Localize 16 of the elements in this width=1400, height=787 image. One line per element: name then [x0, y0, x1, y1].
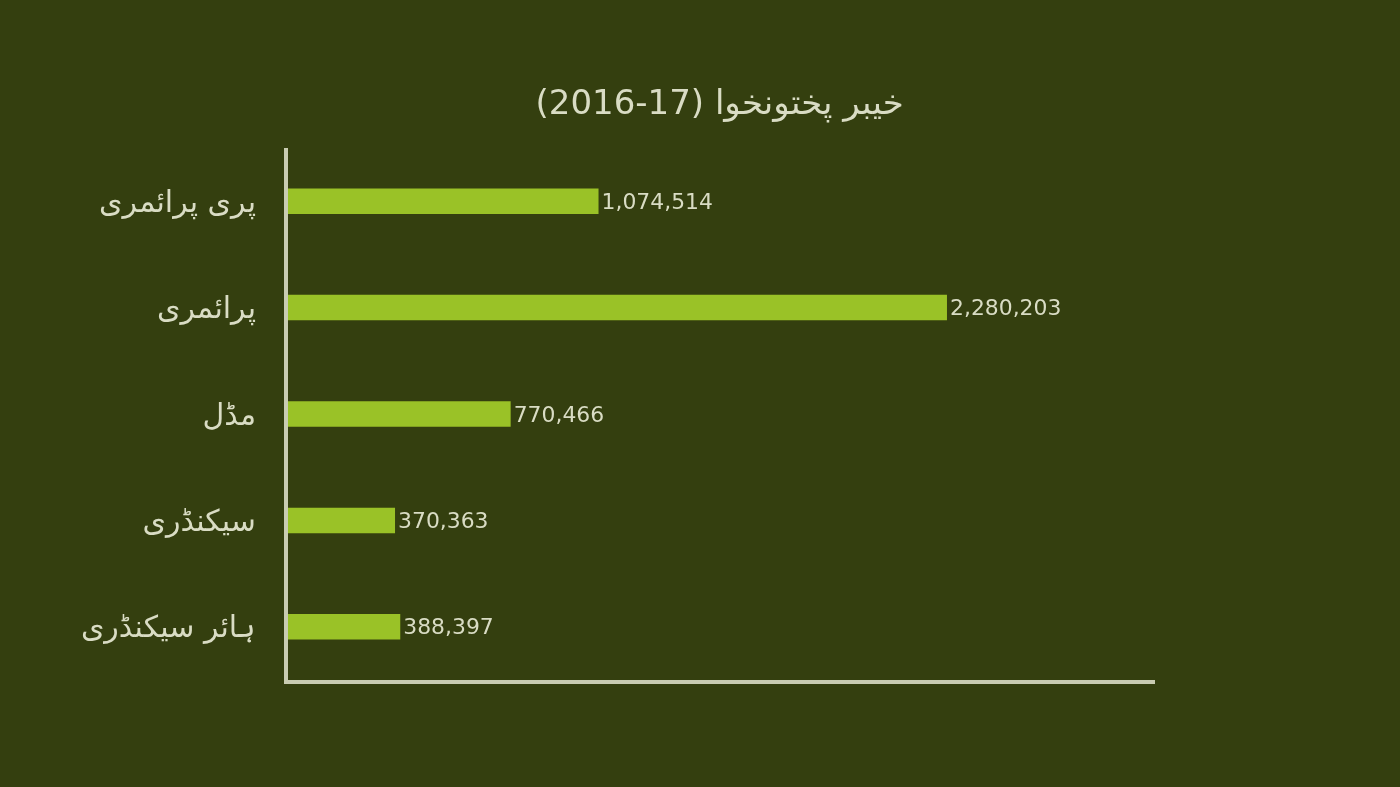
bar — [288, 507, 396, 534]
y-tick-label: پرائمری — [157, 290, 256, 327]
data-label: 388,397 — [403, 614, 494, 640]
bar — [288, 294, 947, 321]
y-tick-label: پری پرائمری — [99, 183, 256, 220]
data-label: 1,074,514 — [601, 188, 713, 214]
bar — [288, 614, 401, 640]
bar — [288, 401, 511, 427]
data-label: 2,280,203 — [950, 295, 1062, 321]
data-label: 770,466 — [513, 401, 605, 427]
y-tick-label: مڈل — [202, 396, 256, 432]
chart-title: خیبر پختونخوا (2016-17) — [535, 82, 904, 124]
bar — [288, 188, 599, 214]
data-label: 370,363 — [398, 508, 489, 534]
y-tick-label: سیکنڈری — [142, 502, 256, 538]
y-tick-label: ہائر سیکنڈری — [80, 609, 256, 645]
